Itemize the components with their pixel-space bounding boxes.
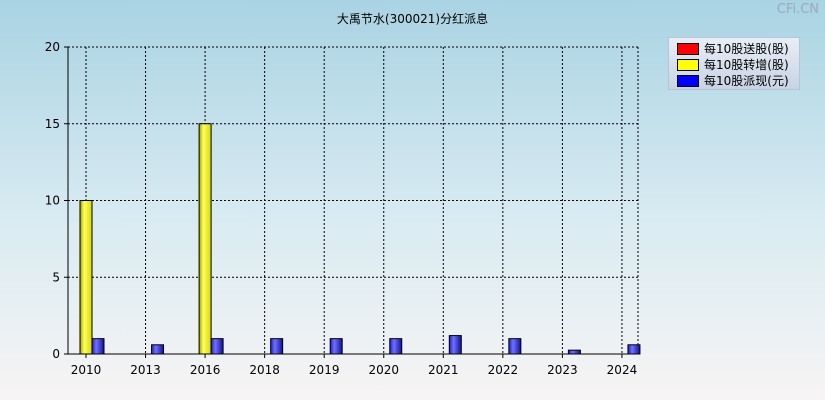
y-tick-label: 0 (52, 347, 60, 361)
x-tick-label: 2010 (71, 363, 102, 377)
legend-label: 每10股送股(股) (704, 42, 789, 56)
bar-每10股派现(元)-2016 (210, 338, 224, 355)
y-tick-label: 5 (52, 270, 60, 284)
bar-每10股派现(元)-2023 (567, 349, 581, 355)
x-tick-label: 2020 (368, 363, 399, 377)
watermark-logo: CFi.CN (776, 2, 819, 17)
legend-item-paixian: 每10股派现(元) (677, 73, 799, 88)
bar-每10股派现(元)-2020 (389, 338, 403, 355)
bar-每10股派现(元)-2013 (151, 344, 165, 355)
x-tick-label: 2016 (190, 363, 221, 377)
legend-item-zhuanzeng: 每10股转增(股) (677, 57, 799, 72)
bar-每10股派现(元)-2010 (91, 338, 105, 355)
chart-title: 大禹节水(300021)分红派息 (336, 12, 489, 26)
legend-label: 每10股转增(股) (704, 58, 789, 72)
y-tick-label: 20 (45, 40, 60, 54)
bar-每10股派现(元)-2019 (329, 338, 343, 355)
y-tick-label: 10 (45, 194, 60, 208)
bar-每10股派现(元)-2022 (508, 338, 522, 355)
bar-每10股派现(元)-2021 (448, 335, 462, 355)
x-tick-label: 2022 (488, 363, 519, 377)
x-tick-label: 2019 (309, 363, 340, 377)
legend-label: 每10股派现(元) (704, 74, 789, 88)
bar-每10股转增(股)-2010 (79, 200, 93, 355)
bar-每10股派现(元)-2018 (270, 338, 284, 355)
x-tick-label: 2021 (428, 363, 459, 377)
bar-每10股派现(元)-2024 (627, 344, 641, 355)
x-tick-label: 2024 (607, 363, 638, 377)
x-tick-label: 2023 (547, 363, 578, 377)
legend-item-songgu: 每10股送股(股) (677, 41, 799, 56)
x-tick-label: 2013 (130, 363, 161, 377)
x-tick-label: 2018 (249, 363, 280, 377)
y-tick-label: 15 (45, 117, 60, 131)
bar-每10股转增(股)-2016 (198, 123, 212, 355)
legend: 每10股送股(股) 每10股转增(股) 每10股派现(元) (668, 37, 800, 90)
